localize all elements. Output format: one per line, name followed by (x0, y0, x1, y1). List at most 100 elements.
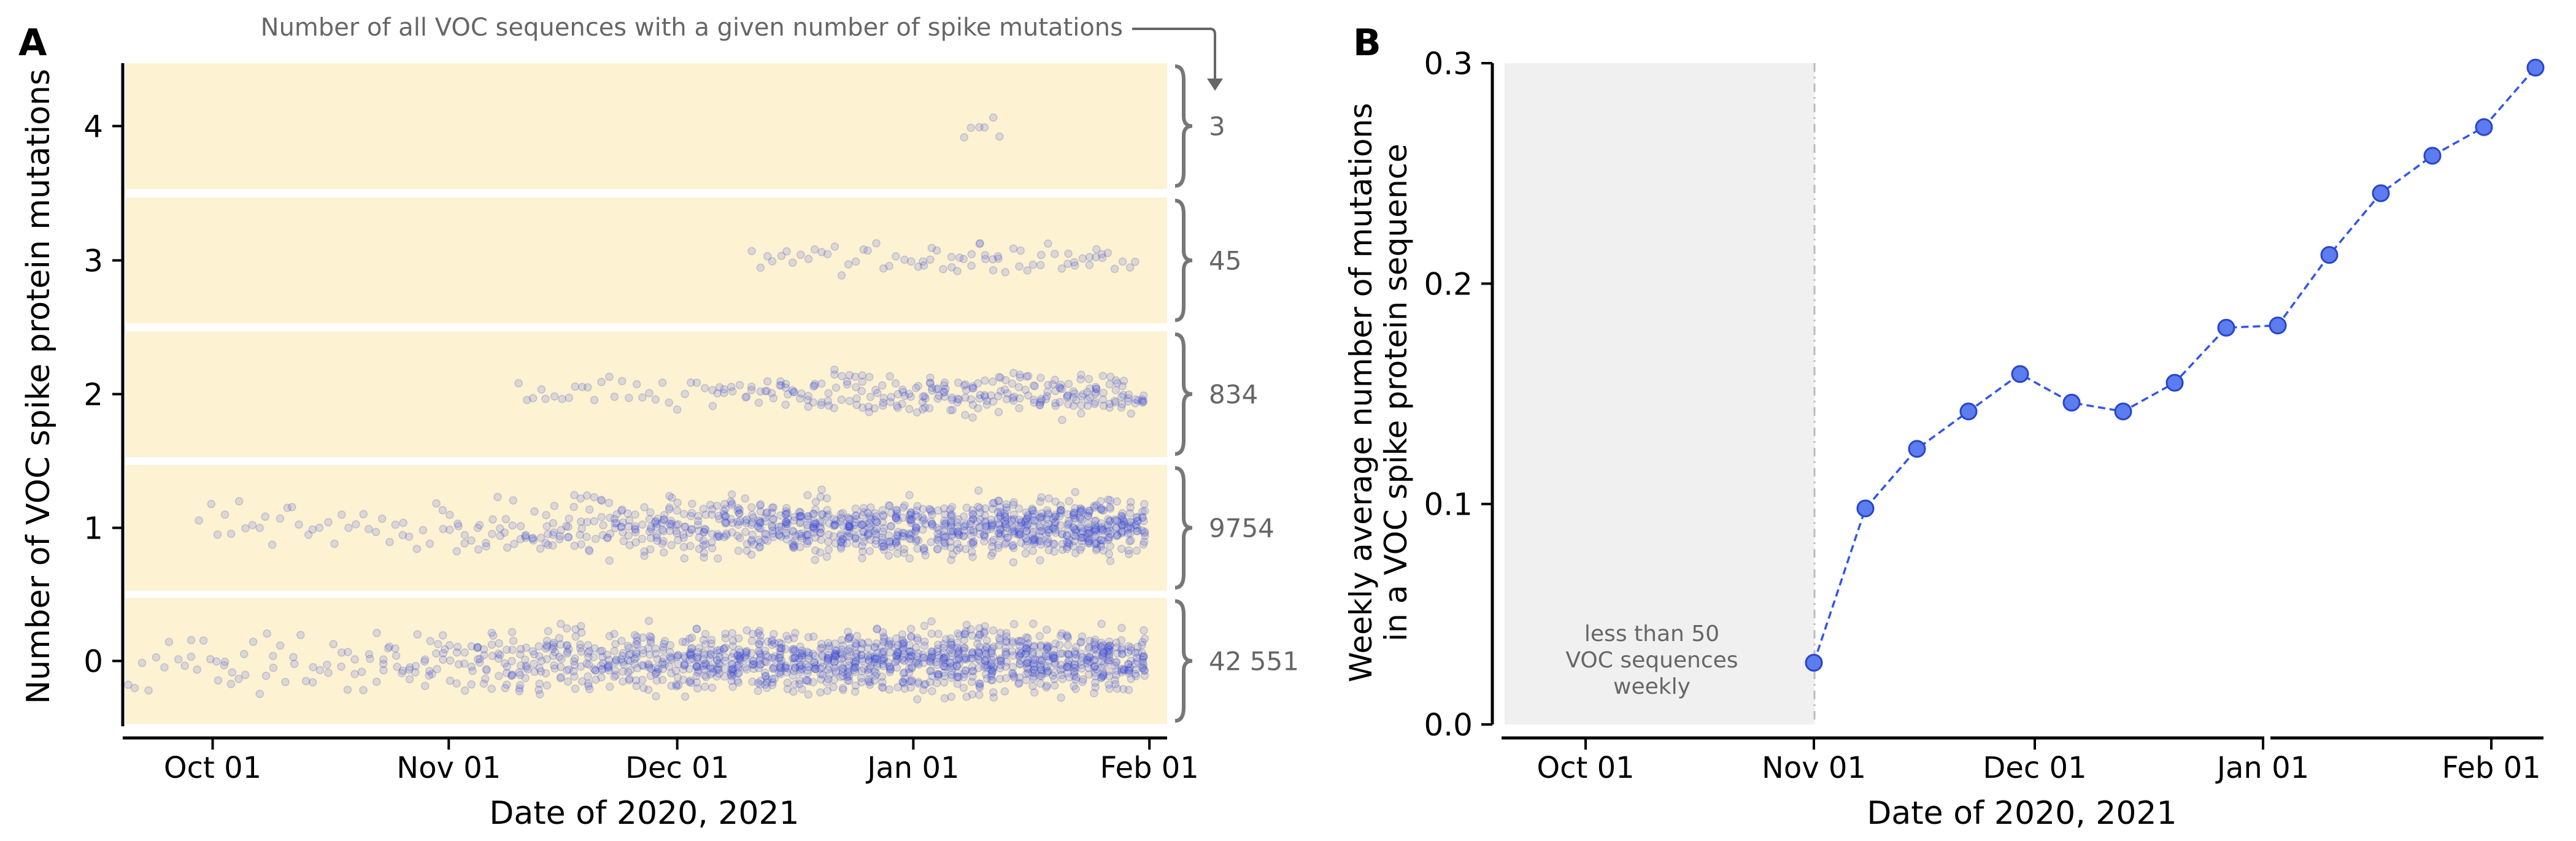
mutation-point-row-1 (1077, 524, 1086, 532)
mutation-point-row-0 (350, 655, 359, 664)
mutation-point-row-0 (1014, 637, 1023, 645)
mutation-point-row-0 (982, 674, 992, 683)
mutation-point-row-0 (727, 670, 735, 679)
mutation-point-row-0 (1043, 642, 1052, 651)
mutation-point-row-0 (836, 660, 845, 669)
mutation-point-row-0 (822, 678, 831, 687)
mutation-point-row-0 (379, 659, 388, 669)
mutation-point-row-0 (729, 649, 738, 658)
mutation-point-row-0 (193, 665, 201, 674)
mutation-point-row-0 (996, 629, 1005, 637)
mutation-point-row-2 (994, 391, 1003, 401)
mutation-point-row-1 (712, 501, 722, 510)
mutation-point-row-0 (1070, 663, 1078, 672)
mutation-point-row-0 (647, 664, 655, 673)
mutation-point-row-1 (418, 526, 428, 534)
mutation-point-row-1 (1003, 533, 1012, 542)
mutation-point-row-2 (700, 383, 709, 393)
mutation-point-row-0 (865, 675, 873, 684)
mutation-point-row-2 (1021, 385, 1030, 394)
mutation-point-row-2 (747, 382, 756, 391)
mutation-point-row-0 (960, 670, 969, 678)
mutation-point-row-3 (1044, 239, 1052, 248)
mutation-point-row-0 (781, 645, 790, 653)
mutation-point-row-0 (981, 649, 990, 658)
mutation-point-row-0 (685, 656, 694, 664)
mutation-point-row-0 (644, 661, 654, 670)
mutation-point-row-0 (480, 651, 488, 659)
mutation-point-row-0 (981, 646, 989, 655)
mutation-point-row-3 (782, 247, 791, 256)
mutation-point-row-0 (433, 665, 441, 674)
mutation-point-row-0 (589, 664, 598, 674)
mutation-point-row-0 (789, 671, 797, 680)
mutation-point-row-2 (1083, 388, 1092, 396)
mutation-point-row-0 (619, 667, 628, 676)
mutation-point-row-1 (1124, 529, 1133, 538)
mutation-point-row-0 (632, 653, 641, 661)
mutation-point-row-0 (948, 662, 957, 670)
mutation-point-row-1 (590, 493, 599, 502)
weekly-average-point-dec-20 (2165, 374, 2184, 392)
mutation-point-row-0 (823, 651, 833, 660)
mutation-point-row-3 (981, 251, 990, 259)
mutation-point-row-0 (391, 644, 399, 653)
mutation-point-row-3 (989, 266, 998, 275)
mutation-point-row-0 (962, 654, 971, 662)
mutation-point-row-0 (630, 655, 639, 663)
mutation-point-row-0 (666, 648, 674, 656)
mutation-point-row-0 (838, 650, 847, 659)
mutation-point-row-0 (959, 673, 968, 682)
mutation-point-row-3 (756, 263, 765, 272)
mutation-point-row-1 (665, 505, 674, 514)
mutation-point-row-2 (763, 377, 772, 386)
mutation-point-row-0 (824, 675, 833, 683)
mutation-point-row-1 (1028, 506, 1036, 515)
mutation-point-row-0 (1092, 643, 1100, 652)
mutation-point-row-0 (632, 682, 641, 690)
panel-b-x-label: Date of 2020, 2021 (1867, 795, 2177, 832)
mutation-point-row-0 (953, 639, 962, 647)
mutation-point-row-0 (715, 659, 724, 669)
mutation-point-row-1 (638, 534, 647, 543)
mutation-point-row-1 (708, 543, 717, 553)
mutation-point-row-2 (781, 383, 790, 392)
mutation-point-row-0 (885, 637, 894, 645)
mutation-point-row-0 (961, 653, 970, 662)
mutation-point-row-0 (900, 656, 909, 666)
mutation-point-row-0 (137, 658, 147, 667)
mutation-point-row-1 (1117, 544, 1126, 553)
mutation-point-row-1 (736, 534, 744, 542)
mutation-point-row-0 (852, 649, 861, 658)
mutation-point-row-3 (1036, 261, 1045, 269)
mutation-point-row-0 (680, 651, 688, 661)
mutation-point-row-0 (941, 662, 950, 672)
mutation-point-row-1 (577, 540, 585, 549)
mutation-point-row-0 (206, 655, 215, 664)
mutation-point-row-0 (1028, 682, 1037, 691)
mutation-point-row-0 (921, 680, 930, 688)
mutation-point-row-0 (597, 673, 606, 682)
mutation-point-row-0 (720, 644, 728, 653)
mutation-point-row-0 (849, 657, 858, 666)
mutation-point-row-0 (672, 682, 681, 691)
mutation-point-row-0 (679, 665, 688, 674)
mutation-point-row-0 (914, 679, 923, 688)
mutation-point-row-0 (987, 666, 996, 674)
mutation-point-row-0 (804, 662, 813, 671)
mutation-point-row-0 (864, 669, 873, 677)
mutation-point-row-1 (816, 522, 825, 531)
mutation-point-row-0 (830, 657, 839, 666)
mutation-point-row-0 (1070, 682, 1078, 691)
mutation-point-row-1 (1118, 509, 1127, 518)
mutation-point-row-1 (640, 503, 649, 512)
mutation-point-row-2 (558, 394, 566, 404)
mutation-point-row-1 (974, 486, 983, 495)
mutation-point-row-0 (1000, 687, 1009, 696)
mutation-point-row-0 (685, 677, 694, 686)
mutation-point-row-0 (686, 650, 695, 659)
mutation-point-row-2 (1036, 374, 1045, 382)
mutation-point-row-0 (844, 646, 853, 655)
mutation-point-row-0 (863, 652, 873, 661)
mutation-point-row-0 (1022, 641, 1031, 650)
